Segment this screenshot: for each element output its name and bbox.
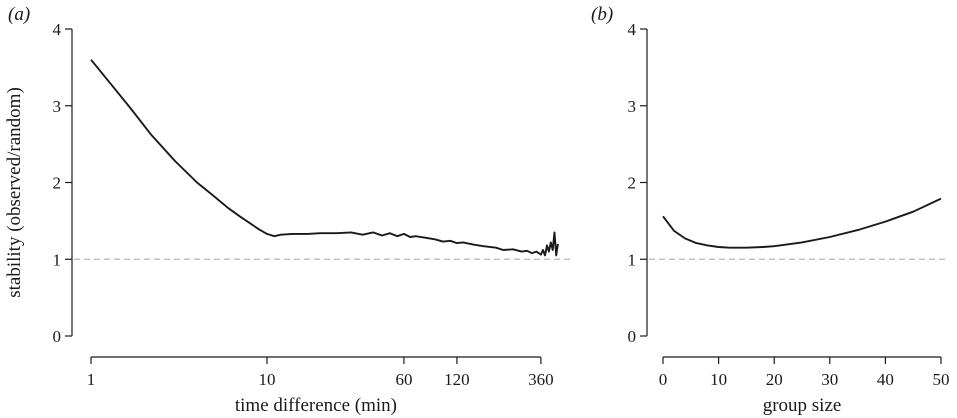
x-tick-label: 10: [710, 370, 727, 389]
y-tick-label: 4: [628, 20, 637, 39]
x-tick-label: 0: [659, 370, 668, 389]
series-line: [90, 59, 559, 257]
x-axis-label: group size: [763, 395, 842, 416]
x-tick-label: 20: [766, 370, 783, 389]
chart-panel-a: 0 1 2 3 4 1 10 60 120 360 time difference (min) sta…: [4, 4, 572, 416]
x-tick-label: 50: [933, 370, 950, 389]
x-tick-label: 40: [877, 370, 894, 389]
y-axis-label: stability (observed/random): [4, 87, 25, 298]
y-tick-label: 3: [628, 97, 637, 116]
x-tick-label: 360: [528, 370, 554, 389]
x-tick-label: 60: [395, 370, 412, 389]
y-tick-label: 0: [53, 327, 62, 346]
y-tick-label: 2: [53, 174, 62, 193]
y-tick-label: 2: [628, 174, 637, 193]
y-tick-label: 3: [53, 97, 62, 116]
x-tick-label: 1: [87, 370, 96, 389]
y-tick-label: 4: [53, 20, 62, 39]
x-tick-label: 120: [444, 370, 470, 389]
series-line: [662, 197, 942, 249]
panel-label: (a): [8, 4, 30, 25]
y-tick-label: 0: [628, 327, 637, 346]
x-tick-label: 10: [258, 370, 275, 389]
x-tick-label: 30: [821, 370, 838, 389]
panel-label: (b): [591, 4, 613, 25]
y-tick-label: 1: [53, 250, 62, 269]
y-tick-label: 1: [628, 250, 637, 269]
x-axis-label: time difference (min): [235, 395, 397, 416]
